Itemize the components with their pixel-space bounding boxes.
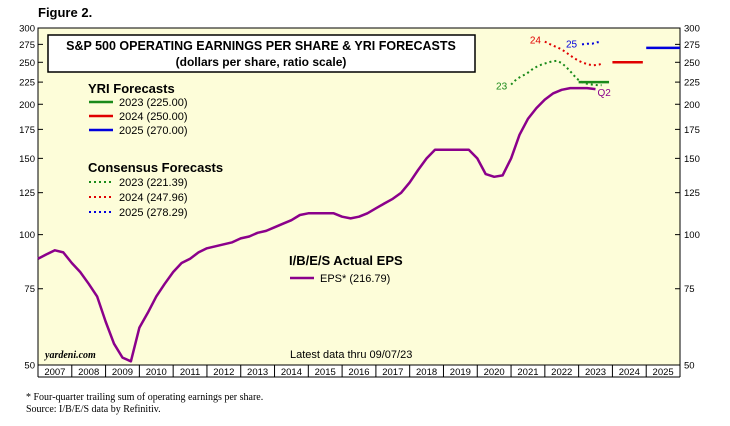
y-tick-label-right: 200 — [684, 100, 700, 111]
x-tick-label: 2011 — [180, 367, 200, 378]
y-tick-label-left: 175 — [19, 125, 35, 136]
consensus-legend-item-2023: 2023 (221.39) — [89, 177, 188, 189]
y-tick-label-left: 225 — [19, 78, 35, 89]
yri-legend-label: 2023 (225.00) — [119, 97, 188, 109]
y-tick-label-right: 225 — [684, 78, 700, 89]
x-tick-label: 2021 — [517, 367, 538, 378]
figure-label: Figure 2. — [38, 5, 93, 20]
yri-legend-header: YRI Forecasts — [88, 81, 175, 96]
y-tick-label-right: 275 — [684, 40, 700, 51]
yri-legend-label: 2024 (250.00) — [119, 111, 188, 123]
y-tick-label-right: 100 — [684, 230, 700, 241]
consensus-legend-header: Consensus Forecasts — [88, 160, 223, 175]
x-tick-label: 2025 — [653, 367, 674, 378]
x-tick-label: 2024 — [619, 367, 640, 378]
x-tick-label: 2016 — [348, 367, 369, 378]
consensus-tag-25: 25 — [566, 39, 578, 50]
y-tick-label-right: 50 — [684, 361, 695, 372]
x-tick-label: 2014 — [281, 367, 302, 378]
y-tick-label-left: 150 — [19, 154, 35, 165]
footnote-definition: * Four-quarter trailing sum of operating… — [26, 392, 264, 403]
source-brand: yardeni.com — [44, 350, 96, 361]
actual-legend-header: I/B/E/S Actual EPS — [289, 253, 403, 268]
x-tick-label: 2022 — [551, 367, 572, 378]
y-tick-label-right: 175 — [684, 125, 700, 136]
x-tick-label: 2010 — [146, 367, 167, 378]
y-tick-label-left: 125 — [19, 188, 35, 199]
y-tick-label-right: 75 — [684, 284, 695, 295]
consensus-line-25 — [581, 41, 602, 46]
x-tick-label: 2007 — [44, 367, 65, 378]
footnote: * Four-quarter trailing sum of operating… — [26, 392, 263, 416]
x-tick-label: 2019 — [450, 367, 471, 378]
x-tick-label: 2020 — [484, 367, 505, 378]
footnote-source: Source: I/B/E/S data by Refinitiv. — [26, 404, 161, 415]
chart-subtitle: (dollars per share, ratio scale) — [176, 55, 347, 69]
y-tick-label-right: 250 — [684, 58, 700, 69]
consensus-tag-24: 24 — [530, 36, 542, 47]
x-tick-label: 2017 — [382, 367, 403, 378]
chart-title: S&P 500 OPERATING EARNINGS PER SHARE & Y… — [66, 39, 456, 53]
x-tick-label: 2023 — [585, 367, 606, 378]
y-tick-label-right: 125 — [684, 188, 700, 199]
y-tick-label-right: 300 — [684, 24, 700, 35]
consensus-legend-item-2025: 2025 (278.29) — [89, 207, 188, 219]
y-tick-label-left: 250 — [19, 58, 35, 69]
actual-eps-line — [37, 86, 596, 363]
title-box — [47, 34, 476, 73]
x-tick-label: 2018 — [416, 367, 437, 378]
consensus-legend-label: 2024 (247.96) — [119, 192, 188, 204]
consensus-line-23 — [510, 59, 602, 87]
y-tick-label-left: 200 — [19, 100, 35, 111]
eps-chart: 50 50 75 75 100 100 125 125 150 150 175 175 200 200 22… — [19, 24, 700, 379]
x-tick-label: 2012 — [213, 367, 234, 378]
yri-legend-item-2024: 2024 (250.00) — [89, 111, 188, 123]
x-tick-label: 2013 — [247, 367, 268, 378]
actual-eps-tag: Q2 — [598, 88, 612, 99]
latest-data-note: Latest data thru 09/07/23 — [290, 349, 412, 361]
y-tick-label-left: 275 — [19, 40, 35, 51]
y-tick-label-left: 300 — [19, 24, 35, 35]
consensus-legend-label: 2023 (221.39) — [119, 177, 188, 189]
y-tick-label-right: 150 — [684, 154, 700, 165]
consensus-legend-label: 2025 (278.29) — [119, 207, 188, 219]
consensus-legend-item-2024: 2024 (247.96) — [89, 192, 188, 204]
yri-legend-label: 2025 (270.00) — [119, 125, 188, 137]
consensus-tag-23: 23 — [496, 82, 508, 93]
actual-legend-label: EPS* (216.79) — [320, 273, 390, 285]
y-tick-label-left: 75 — [24, 284, 35, 295]
x-tick-label: 2015 — [315, 367, 336, 378]
actual-legend-item: EPS* (216.79) — [290, 273, 390, 285]
y-tick-label-left: 50 — [24, 361, 35, 372]
yri-legend-item-2023: 2023 (225.00) — [89, 97, 188, 109]
x-tick-label: 2008 — [78, 367, 99, 378]
y-tick-label-left: 100 — [19, 230, 35, 241]
yri-legend-item-2025: 2025 (270.00) — [89, 125, 188, 137]
x-tick-label: 2009 — [112, 367, 133, 378]
